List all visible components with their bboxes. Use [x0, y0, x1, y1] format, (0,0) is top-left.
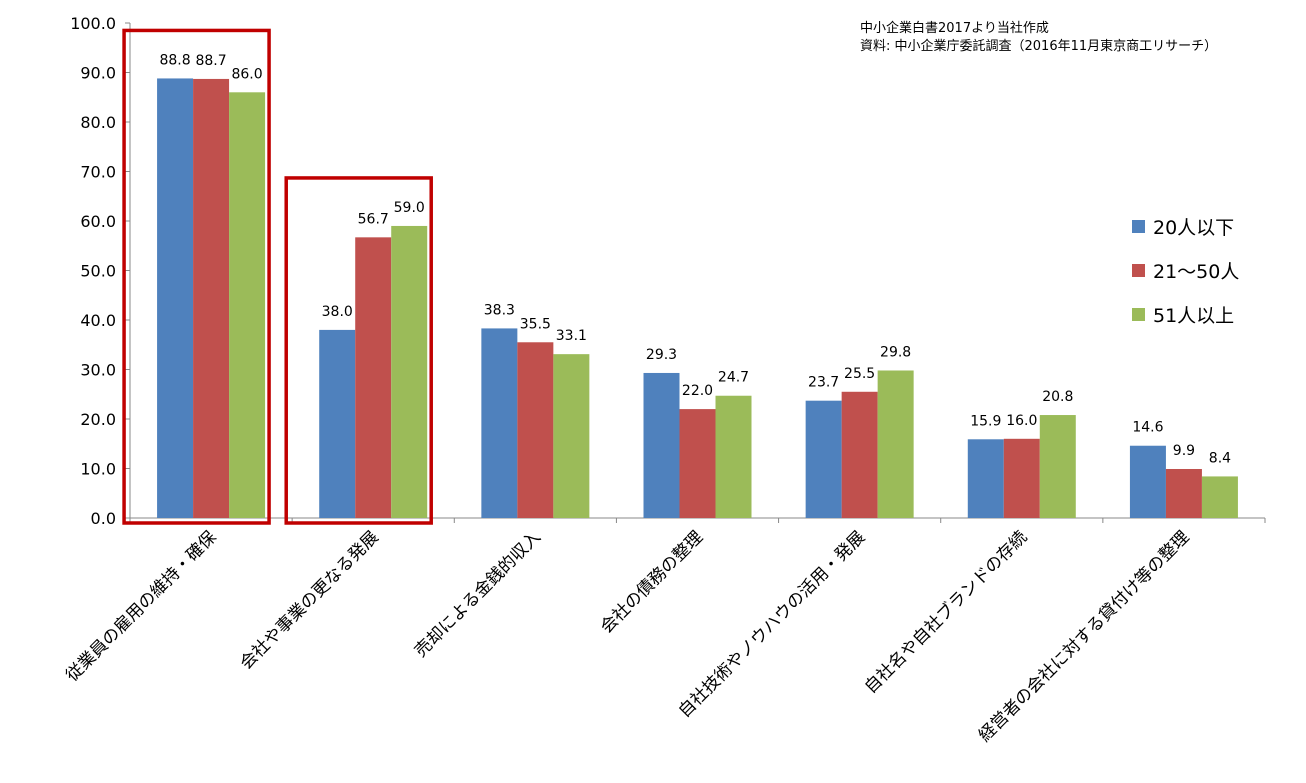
y-tick-label: 10.0: [80, 460, 116, 479]
legend-swatch-series-2: [1132, 263, 1145, 277]
x-category-label: 会社や事業の更なる発展: [236, 527, 382, 673]
data-label: 14.6: [1132, 420, 1163, 436]
data-label: 22.0: [682, 383, 713, 399]
y-tick-label: 90.0: [80, 64, 116, 83]
bar: [643, 372, 680, 518]
legend-label-series-1: 20人以下: [1153, 216, 1235, 239]
legend-swatch-series-3: [1132, 307, 1145, 321]
bar: [1165, 468, 1202, 518]
bar: [391, 225, 428, 518]
data-label: 8.4: [1209, 450, 1231, 466]
legend-item-series-1: 20人以下: [1132, 204, 1239, 248]
data-label: 15.9: [970, 413, 1001, 429]
bar: [841, 391, 878, 518]
y-tick-label: 40.0: [80, 311, 116, 330]
bar: [1129, 445, 1166, 518]
y-tick-label: 60.0: [80, 212, 116, 231]
data-label: 23.7: [808, 375, 839, 391]
legend-item-series-2: 21〜50人: [1132, 248, 1239, 292]
data-label: 56.7: [358, 211, 389, 227]
x-category-label: 従業員の雇用の維持・確保: [62, 527, 220, 685]
bar: [355, 237, 392, 518]
x-category-label: 売却による金銭的収入: [411, 527, 545, 661]
highlight-frame: [284, 176, 433, 525]
bar: [157, 78, 194, 518]
data-label: 24.7: [718, 370, 749, 386]
bar: [229, 92, 266, 519]
y-tick-label: 50.0: [80, 262, 116, 281]
data-label: 16.0: [1006, 413, 1037, 429]
y-tick-label: 0.0: [91, 509, 116, 528]
data-label: 88.8: [159, 52, 190, 68]
data-label: 88.7: [195, 53, 226, 69]
legend-swatch-series-1: [1132, 219, 1145, 233]
bar: [805, 400, 842, 518]
legend-label-series-2: 21〜50人: [1153, 260, 1240, 283]
x-category-label: 会社の債務の整理: [597, 527, 707, 637]
bar: [193, 78, 230, 518]
bar: [1039, 415, 1076, 518]
data-label: 38.0: [322, 304, 353, 320]
bar: [1201, 476, 1238, 518]
data-label: 29.3: [646, 347, 677, 363]
source-line-1: 中小企業白書2017より当社作成: [860, 21, 1049, 36]
x-category-label: 自社技術やノウハウの活用・発展: [675, 527, 869, 721]
data-label: 9.9: [1173, 443, 1195, 459]
data-label: 25.5: [844, 366, 875, 382]
y-tick-label: 20.0: [80, 410, 116, 429]
highlight-frame: [122, 28, 271, 525]
x-category-label: 自社名や自社ブランドの存続: [860, 527, 1031, 698]
bar: [715, 395, 752, 518]
data-label: 38.3: [484, 302, 515, 318]
bar: [679, 409, 716, 518]
y-tick-label: 80.0: [80, 113, 116, 132]
data-label: 29.8: [880, 344, 911, 360]
data-label: 33.1: [556, 328, 587, 344]
data-label: 86.0: [231, 66, 262, 82]
bar: [517, 342, 554, 518]
bar: [481, 328, 518, 518]
data-label: 20.8: [1042, 389, 1073, 405]
bar: [553, 354, 590, 518]
bar: [319, 329, 356, 518]
legend-label-series-3: 51人以上: [1153, 304, 1235, 327]
data-label: 59.0: [394, 200, 425, 216]
source-line-2: 資料: 中小企業庁委託調査（2016年11月東京商工リサーチ）: [860, 39, 1218, 54]
source-note: 中小企業白書2017より当社作成 資料: 中小企業庁委託調査（2016年11月東…: [860, 20, 1217, 56]
chart-legend: 20人以下 21〜50人 51人以上: [1132, 204, 1239, 336]
bar: [967, 439, 1004, 518]
bar: [877, 370, 914, 518]
y-tick-label: 70.0: [80, 163, 116, 182]
data-label: 35.5: [520, 316, 551, 332]
y-tick-label: 30.0: [80, 361, 116, 380]
bar: [1003, 438, 1040, 518]
legend-item-series-3: 51人以上: [1132, 292, 1239, 336]
y-tick-label: 100.0: [70, 14, 116, 33]
